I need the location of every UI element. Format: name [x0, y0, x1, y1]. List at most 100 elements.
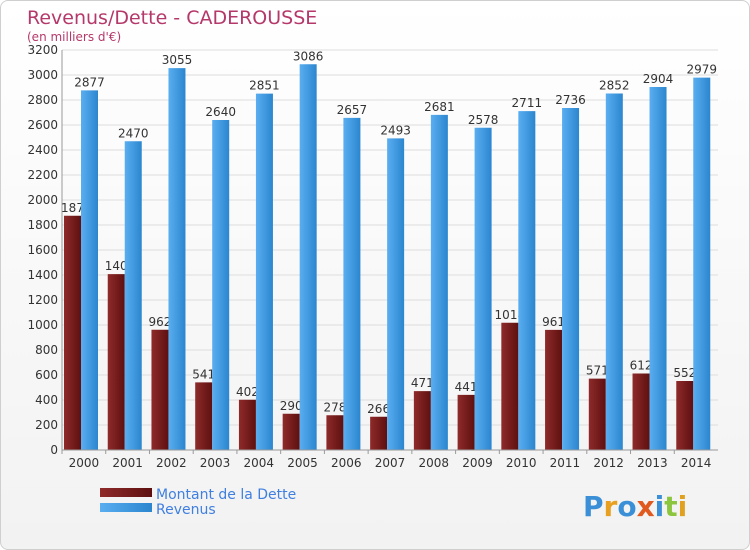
- x-tick-label: 2013: [637, 456, 668, 470]
- y-tick-label: 1200: [27, 293, 58, 307]
- bar-dette: [676, 381, 694, 450]
- legend-label-debt: Montant de la Dette: [156, 487, 296, 503]
- bar-dette: [501, 322, 519, 450]
- legend-swatch-debt: [100, 488, 152, 497]
- y-tick-label: 2200: [27, 168, 58, 182]
- data-label-dette: 571: [586, 364, 609, 378]
- bar-dette: [326, 415, 344, 450]
- x-tick-label: 2007: [375, 456, 406, 470]
- y-axis: 0 200 400 600 800 1000 1200 1400 1600 1800 2000 220…: [27, 43, 63, 457]
- bar-revenus: [299, 64, 317, 450]
- bar-revenus: [430, 114, 448, 450]
- x-tick-label: 2011: [550, 456, 581, 470]
- data-label-revenus: 2470: [118, 126, 149, 140]
- bar-revenus: [387, 138, 405, 450]
- bar-revenus: [562, 108, 580, 450]
- y-tick-label: 800: [35, 343, 58, 357]
- data-label-revenus: 2736: [555, 93, 586, 107]
- x-tick-label: 2012: [593, 456, 624, 470]
- proxiti-logo: Proxiti: [583, 490, 687, 523]
- data-label-dette: 266: [367, 402, 390, 416]
- data-label-revenus: 2493: [380, 123, 411, 137]
- data-label-revenus: 2904: [643, 72, 674, 86]
- data-label-revenus: 2657: [337, 103, 368, 117]
- data-label-dette: 961: [542, 315, 565, 329]
- bar-revenus: [605, 93, 623, 450]
- y-tick-label: 0: [50, 443, 58, 457]
- y-tick-label: 1000: [27, 318, 58, 332]
- proxiti-logo-text: Proxiti: [583, 490, 687, 523]
- bar-dette: [457, 394, 475, 450]
- bar-dette: [64, 215, 81, 450]
- x-tick-label: 2008: [418, 456, 449, 470]
- bar-dette: [545, 329, 563, 450]
- bar-revenus: [81, 90, 98, 450]
- y-tick-label: 2600: [27, 118, 58, 132]
- data-label-revenus: 2979: [686, 63, 717, 77]
- x-tick-label: 2005: [287, 456, 318, 470]
- bar-dette: [151, 329, 169, 450]
- chart-title: Revenus/Dette - CADEROUSSE: [27, 7, 317, 29]
- y-tick-label: 200: [35, 418, 58, 432]
- data-label-dette: 290: [280, 399, 303, 413]
- bar-dette: [632, 373, 650, 450]
- y-tick-label: 1400: [27, 268, 58, 282]
- chart-subtitle: (en milliers d'€): [27, 30, 121, 44]
- y-tick-label: 2800: [27, 93, 58, 107]
- data-label-dette: 471: [411, 376, 434, 390]
- data-label-dette: 140: [105, 259, 128, 273]
- bar-dette: [413, 391, 431, 450]
- x-axis: 2000 2001 2002 2003 2004 2005 2006 2007 2008 2009…: [61, 449, 718, 470]
- y-tick-label: 1800: [27, 218, 58, 232]
- data-label-revenus: 2640: [205, 105, 236, 119]
- data-label-revenus: 2851: [249, 79, 280, 93]
- y-tick-label: 3000: [27, 68, 58, 82]
- x-tick-label: 2001: [112, 456, 143, 470]
- x-tick-label: 2003: [200, 456, 231, 470]
- bar-revenus: [693, 77, 711, 450]
- legend-label-revenus: Revenus: [156, 502, 216, 518]
- bar-dette: [107, 274, 125, 450]
- data-label-dette: 612: [630, 359, 653, 373]
- y-tick-label: 2400: [27, 143, 58, 157]
- bar-dette: [588, 378, 606, 450]
- data-label-revenus: 2578: [468, 113, 499, 127]
- x-tick-label: 2014: [681, 456, 712, 470]
- data-label-revenus: 2852: [599, 79, 630, 93]
- data-label-revenus: 2681: [424, 100, 455, 114]
- data-label-dette: 962: [149, 315, 172, 329]
- x-tick-label: 2010: [506, 456, 537, 470]
- bar-dette: [370, 416, 388, 450]
- data-label-dette: 187: [61, 201, 84, 215]
- y-tick-label: 400: [35, 393, 58, 407]
- x-tick-label: 2000: [69, 456, 100, 470]
- data-label-dette: 552: [673, 366, 696, 380]
- data-label-revenus: 2711: [512, 96, 543, 110]
- data-label-dette: 1018: [495, 308, 526, 322]
- bar-dette: [238, 399, 256, 450]
- bar-revenus: [649, 87, 667, 450]
- x-tick-label: 2009: [462, 456, 493, 470]
- bar-revenus: [518, 111, 536, 450]
- bars: 187 2877 140 2470 962 3055 541 2640 402 2851 290 30…: [61, 49, 717, 450]
- data-label-revenus: 3055: [162, 53, 193, 67]
- bar-dette: [282, 413, 300, 450]
- bar-revenus: [255, 93, 273, 450]
- data-label-dette: 402: [236, 385, 259, 399]
- bar-revenus: [212, 120, 230, 450]
- bar-revenus: [124, 141, 142, 450]
- bar-revenus: [474, 127, 492, 450]
- x-tick-label: 2006: [331, 456, 362, 470]
- y-tick-label: 3200: [27, 43, 58, 57]
- legend: Montant de la Dette Revenus: [100, 487, 296, 518]
- bar-dette: [195, 382, 213, 450]
- data-label-dette: 441: [455, 380, 478, 394]
- y-tick-label: 1600: [27, 243, 58, 257]
- x-tick-label: 2002: [156, 456, 187, 470]
- bar-revenus: [343, 117, 361, 450]
- bar-revenus: [168, 68, 186, 450]
- y-tick-label: 2000: [27, 193, 58, 207]
- data-label-dette: 278: [323, 400, 346, 414]
- data-label-revenus: 2877: [74, 75, 105, 89]
